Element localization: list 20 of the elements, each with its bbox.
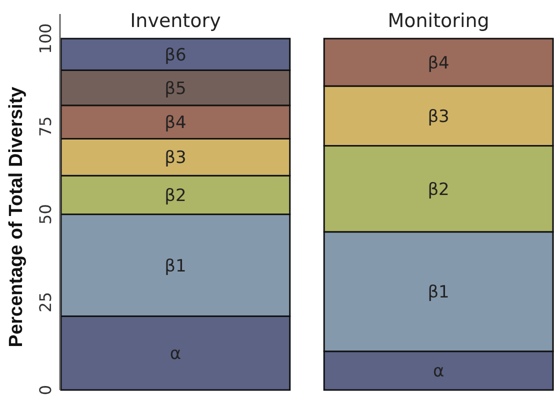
- series-label: β6: [164, 45, 186, 66]
- y-tick-label: 75: [36, 116, 55, 137]
- series-label: α: [432, 362, 444, 382]
- series-label: β3: [164, 148, 186, 168]
- y-tick-label: 0: [36, 384, 55, 396]
- text: α: [170, 344, 182, 364]
- series-label: β2: [164, 186, 186, 206]
- y-tick-label: 25: [36, 292, 55, 312]
- y-tick-label: 50: [36, 204, 55, 224]
- y-axis-title: Percentage of Total Diversity: [6, 86, 27, 348]
- x-tick-label: Inventory: [130, 10, 221, 32]
- text: β1: [428, 282, 450, 303]
- text: β2: [428, 180, 450, 200]
- x-tick-label: Monitoring: [388, 10, 490, 32]
- series-label: β1: [164, 256, 186, 276]
- text: β4: [428, 53, 450, 74]
- y-tick-label: 100: [36, 23, 55, 54]
- series-label: β4: [164, 113, 186, 134]
- text: β3: [428, 106, 450, 127]
- series-label: β5: [164, 78, 186, 99]
